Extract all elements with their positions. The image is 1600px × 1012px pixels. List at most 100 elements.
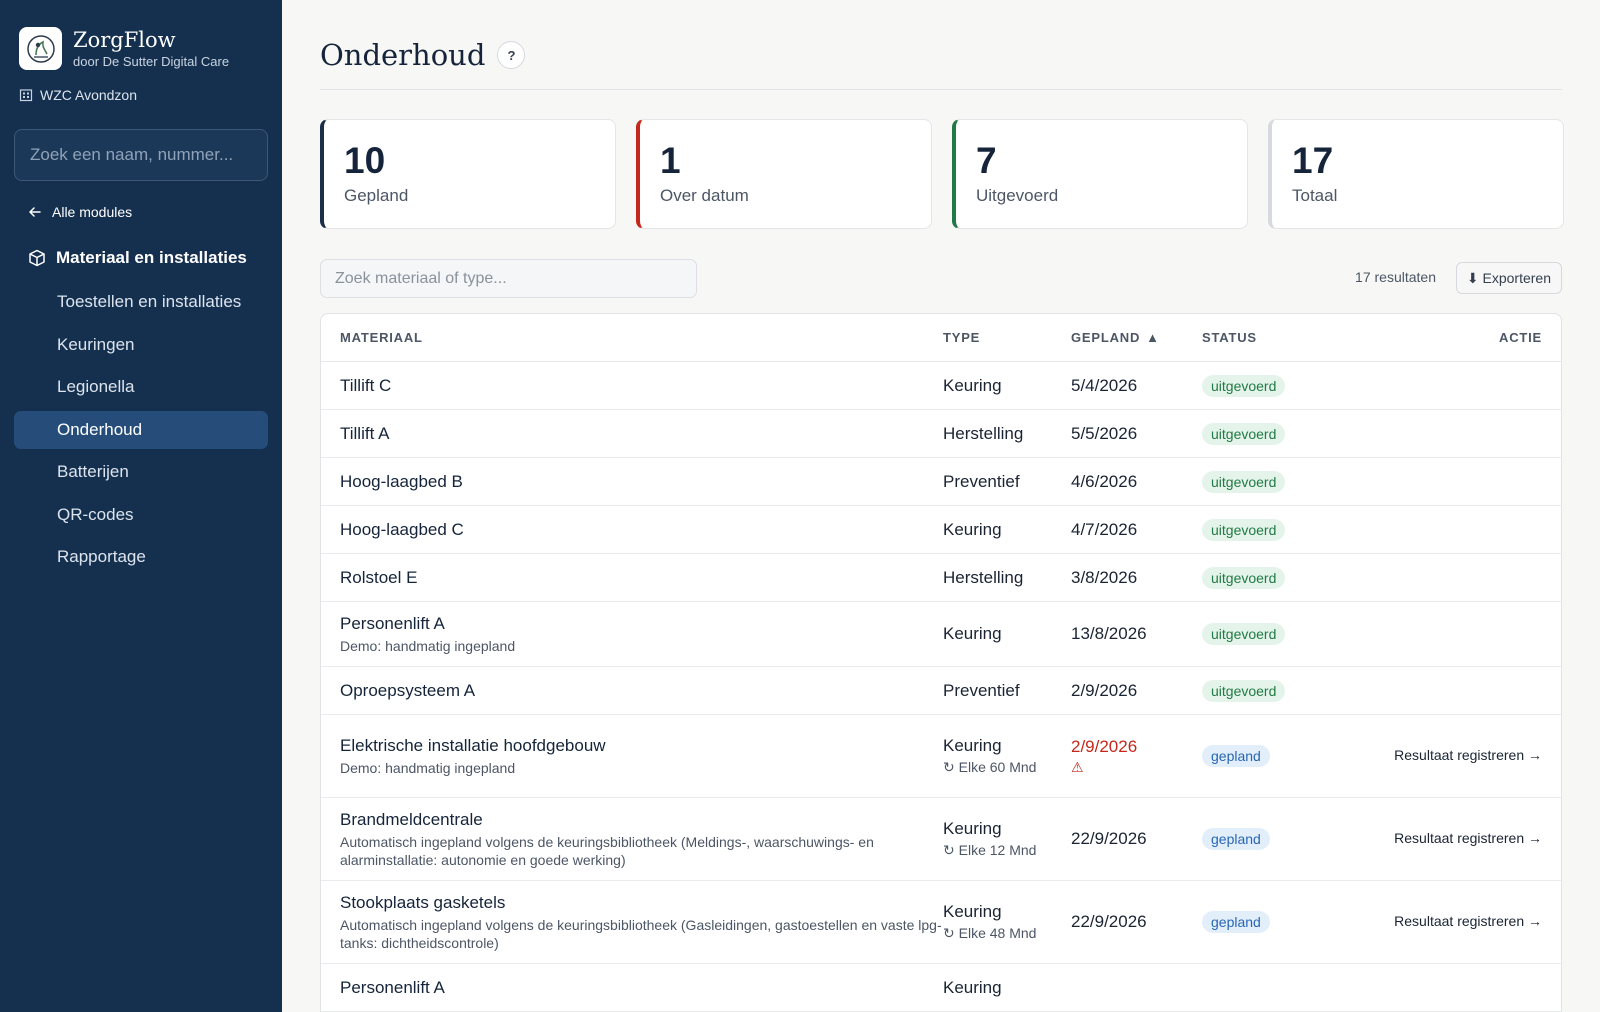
cell-planned: 22/9/2026: [1071, 912, 1202, 932]
cell-type: Keuring: [943, 624, 1071, 644]
cell-material: Tillift C: [321, 376, 943, 396]
status-badge: uitgevoerd: [1202, 566, 1286, 589]
cell-material: Personenlift A Demo: handmatig ingepland: [321, 614, 943, 655]
table-row[interactable]: Personenlift A Demo: handmatig ingepland K…: [321, 602, 1561, 667]
stat-value: 1: [660, 140, 681, 181]
global-search-input[interactable]: [14, 129, 268, 181]
cell-material: Oproepsysteem A: [321, 681, 943, 701]
column-header-material[interactable]: MATERIAAL: [340, 330, 423, 345]
column-header-planned[interactable]: GEPLAND ▲: [1071, 330, 1202, 345]
cell-material: Brandmeldcentrale Automatisch ingepland v…: [321, 810, 943, 869]
sidebar-item-rapportage[interactable]: Rapportage: [57, 547, 146, 566]
cell-material: Hoog-laagbed B: [321, 472, 943, 492]
material-name: Stookplaats gasketels: [340, 892, 506, 912]
column-header-status[interactable]: STATUS: [1202, 330, 1257, 345]
cell-status: uitgevoerd: [1202, 518, 1322, 541]
cell-planned: 2/9/2026 ⚠: [1071, 737, 1202, 776]
sidebar-item-toestellen[interactable]: Toestellen en installaties: [57, 292, 242, 311]
stat-label: Uitgevoerd: [976, 186, 1059, 205]
status-badge: uitgevoerd: [1202, 623, 1286, 645]
column-header-planned-label: GEPLAND: [1071, 330, 1141, 345]
cell-type: Preventief: [943, 472, 1071, 492]
stats-cards: 10 Gepland 1 Over datum 7 Uitgevoerd 17 …: [320, 119, 1564, 229]
stat-label: Gepland: [344, 186, 409, 205]
material-note: Automatisch ingepland volgens de keuring…: [340, 916, 942, 951]
cell-type: Keuring: [943, 520, 1071, 540]
cell-status: uitgevoerd: [1202, 470, 1322, 493]
status-badge: uitgevoerd: [1202, 470, 1286, 493]
cell-planned: 4/7/2026: [1071, 520, 1202, 540]
register-result-link[interactable]: Resultaat registreren →: [1394, 747, 1542, 763]
recurrence-interval: ↻ Elke 60 Mnd: [943, 759, 1037, 775]
sort-ascending-icon: ▲: [1146, 330, 1160, 345]
app-name: ZorgFlow: [73, 28, 176, 52]
table-row[interactable]: Brandmeldcentrale Automatisch ingepland v…: [321, 798, 1561, 881]
page-header: Onderhoud ?: [320, 38, 526, 72]
register-result-link[interactable]: Resultaat registreren →: [1394, 913, 1542, 929]
cell-type: Herstelling: [943, 424, 1071, 444]
material-name: Elektrische installatie hoofdgebouw: [340, 735, 606, 755]
planned-date: 22/9/2026: [1071, 829, 1147, 848]
sidebar-item-onderhoud[interactable]: Onderhoud: [14, 410, 268, 449]
material-name: Personenlift A: [340, 613, 445, 633]
cell-material: Tillift A: [321, 424, 943, 444]
table-row[interactable]: Stookplaats gasketels Automatisch ingepla…: [321, 881, 1561, 964]
status-badge: uitgevoerd: [1202, 422, 1286, 445]
table-row[interactable]: Hoog-laagbed B Preventief 4/6/2026 uitgevoe…: [321, 458, 1561, 506]
maintenance-type: Keuring: [943, 736, 1002, 755]
sidebar-item-qr-codes[interactable]: QR-codes: [57, 504, 134, 524]
table-row[interactable]: Tillift C Keuring 5/4/2026 uitgevoerd: [321, 362, 1561, 410]
stat-card-gepland: 10 Gepland: [320, 119, 616, 229]
maintenance-type: Keuring: [943, 375, 1002, 395]
register-result-link[interactable]: Resultaat registreren →: [1394, 830, 1542, 846]
cell-action: Resultaat registreren →: [1322, 913, 1561, 931]
cell-action: Resultaat registreren →: [1322, 830, 1561, 848]
table-row[interactable]: Hoog-laagbed C Keuring 4/7/2026 uitgevoerd: [321, 506, 1561, 554]
recurrence-interval: ↻ Elke 12 Mnd: [943, 842, 1037, 858]
table-row[interactable]: Oproepsysteem A Preventief 2/9/2026 uitgevo…: [321, 667, 1561, 715]
material-name: Hoog-laagbed B: [340, 471, 463, 491]
cell-status: uitgevoerd: [1202, 422, 1322, 445]
table-row[interactable]: Rolstoel E Herstelling 3/8/2026 uitgevoerd: [321, 554, 1561, 602]
sidebar-item-legionella[interactable]: Legionella: [57, 377, 135, 396]
arrow-left-icon: [29, 207, 41, 217]
cell-planned: 3/8/2026: [1071, 568, 1202, 588]
table-row[interactable]: Personenlift A Keuring: [321, 964, 1561, 1012]
material-name: Oproepsysteem A: [340, 680, 476, 700]
stat-card-uitgevoerd: 7 Uitgevoerd: [952, 119, 1248, 229]
building-icon: [19, 89, 33, 102]
column-header-type[interactable]: TYPE: [943, 330, 981, 345]
sidebar-item-batterijen[interactable]: Batterijen: [57, 462, 129, 481]
all-modules-link[interactable]: Alle modules: [28, 204, 132, 220]
table-row[interactable]: Elektrische installatie hoofdgebouw Demo:…: [321, 715, 1561, 798]
material-name: Brandmeldcentrale: [340, 809, 483, 829]
help-button[interactable]: ?: [497, 41, 526, 69]
sidebar-item-keuringen[interactable]: Keuringen: [57, 334, 135, 354]
cell-status: uitgevoerd: [1202, 566, 1322, 589]
cell-planned: 13/8/2026: [1071, 624, 1202, 644]
cell-material: Personenlift A: [321, 978, 943, 998]
table-body: Tillift C Keuring 5/4/2026 uitgevoerd Tillif…: [321, 362, 1561, 1012]
table-row[interactable]: Tillift A Herstelling 5/5/2026 uitgevoerd: [321, 410, 1561, 458]
stat-card-over-datum: 1 Over datum: [636, 119, 932, 229]
material-name: Tillift A: [340, 423, 390, 443]
cell-status: uitgevoerd: [1202, 679, 1322, 702]
cell-type: Keuring: [943, 376, 1071, 396]
planned-date: 4/7/2026: [1071, 519, 1138, 539]
maintenance-type: Preventief: [943, 680, 1020, 700]
maintenance-type: Herstelling: [943, 423, 1024, 443]
cell-type: Keuring ↻ Elke 48 Mnd: [943, 902, 1071, 942]
table-header: MATERIAAL TYPE GEPLAND ▲ STATUS ACTIE: [321, 314, 1561, 362]
recurrence-interval: ↻ Elke 48 Mnd: [943, 925, 1037, 941]
header-divider: [320, 89, 1562, 90]
maintenance-type: Keuring: [943, 624, 1002, 643]
cell-planned: 5/4/2026: [1071, 376, 1202, 396]
material-search-input[interactable]: [320, 259, 697, 298]
cell-status: gepland: [1202, 745, 1322, 767]
cell-type: Herstelling: [943, 568, 1071, 588]
app-logo: [19, 27, 62, 70]
planned-date: 5/5/2026: [1071, 423, 1138, 443]
export-button[interactable]: ⬇ Exporteren: [1455, 262, 1562, 294]
stat-card-totaal: 17 Totaal: [1268, 119, 1564, 229]
status-badge: gepland: [1202, 828, 1270, 850]
